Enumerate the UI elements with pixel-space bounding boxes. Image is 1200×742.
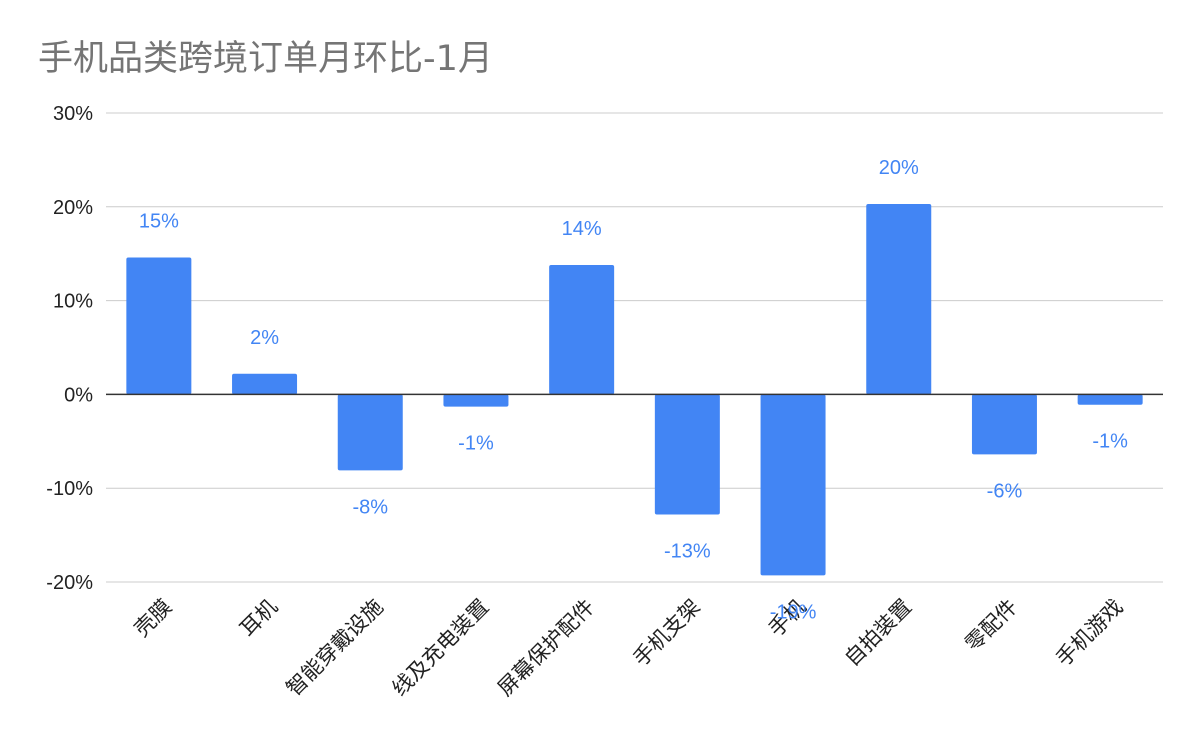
- bar: [866, 203, 932, 395]
- label-layer: 15% 2% -8% -1% 14% -13% -19% 20% -6% -1%: [139, 157, 1128, 623]
- x-tick-label: 手机游戏: [1051, 595, 1127, 671]
- bar: [654, 394, 720, 515]
- x-tick-label: 零配件: [960, 595, 1022, 657]
- x-tick-label: 手机支架: [629, 595, 705, 671]
- bar: [232, 373, 298, 395]
- x-tick-label: 线及充电装置: [387, 595, 493, 701]
- x-tick-label: 自拍装置: [840, 595, 916, 671]
- data-label: -8%: [352, 496, 388, 518]
- x-tick-label: 屏幕保护配件: [493, 595, 599, 701]
- bar: [337, 394, 403, 471]
- x-tick-label: 耳机: [235, 595, 282, 642]
- x-tick-label: 智能穿戴设施: [282, 595, 388, 701]
- y-tick-label: -20%: [46, 572, 93, 594]
- bar: [443, 394, 509, 407]
- data-label: 20%: [879, 157, 919, 179]
- data-label: -19%: [770, 601, 817, 623]
- y-tick-label: 30%: [53, 103, 93, 125]
- data-label: 2%: [250, 327, 279, 349]
- x-tick-label: 壳膜: [130, 595, 177, 642]
- y-tick-label: 0%: [64, 384, 93, 406]
- bar: [126, 257, 192, 395]
- data-label: 15%: [139, 210, 179, 232]
- data-label: -1%: [1092, 431, 1128, 453]
- bar-layer: [126, 203, 1143, 576]
- chart-title: 手机品类跨境订单月环比-1月: [38, 39, 493, 79]
- bar: [760, 394, 826, 576]
- y-tick-label: 20%: [53, 197, 93, 219]
- grid-layer: [106, 112, 1163, 583]
- bar: [1077, 394, 1143, 405]
- y-tick-label: 10%: [53, 291, 93, 313]
- y-tick-label: -10%: [46, 478, 93, 500]
- data-label: 14%: [562, 218, 602, 240]
- data-label: -1%: [458, 433, 494, 455]
- bar: [549, 264, 615, 395]
- data-label: -13%: [664, 540, 711, 562]
- data-label: -6%: [987, 480, 1023, 502]
- bar: [971, 394, 1037, 455]
